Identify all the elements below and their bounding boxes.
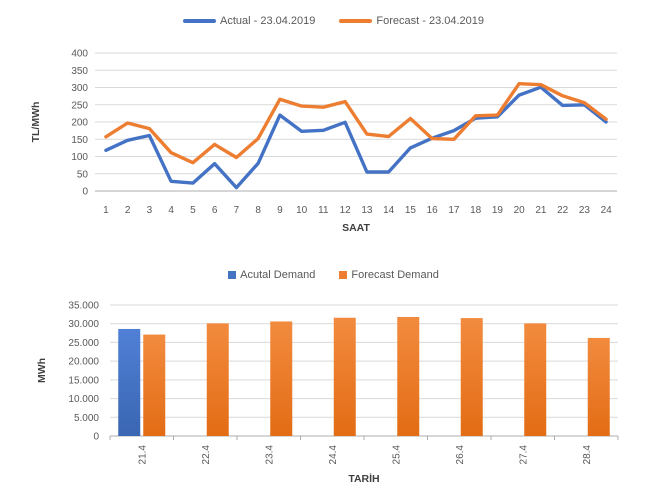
y-tick-label: 300 xyxy=(71,83,88,94)
x-tick-label: 2 xyxy=(125,205,131,216)
y-tick-label: 0 xyxy=(93,432,99,443)
y-tick-label: 0 xyxy=(82,187,88,198)
x-tick-label: 5 xyxy=(190,205,196,216)
demand-bar-chart: 0 5.000 10.000 15.000 20.000 25.000 30.000 35.0… xyxy=(0,248,667,495)
bar xyxy=(270,321,293,436)
y-tick-label: 15.000 xyxy=(68,375,99,386)
y-tick-label: 350 xyxy=(71,66,88,77)
y-axis-title: MWh xyxy=(36,358,48,383)
bar xyxy=(524,323,547,436)
y-tick-label: 30.000 xyxy=(68,319,99,330)
x-tick-label: 9 xyxy=(277,205,283,216)
gridlines xyxy=(95,52,617,192)
y-tick-label: 20.000 xyxy=(68,357,99,368)
y-tick-label: 10.000 xyxy=(68,394,99,405)
x-axis-tick-labels: 1 2 3 4 5 6 7 8 9 10 11 12 13 14 15 16 17 18 19 20 21 22 23 24 xyxy=(103,205,612,216)
bars-actual xyxy=(118,328,141,436)
bar xyxy=(587,337,610,436)
x-tick-label: 23 xyxy=(579,205,591,216)
x-axis-title: TARİH xyxy=(348,472,379,485)
x-tick-label: 23.4 xyxy=(264,445,275,465)
x-tick-label: 10 xyxy=(296,205,308,216)
x-tick-label: 4 xyxy=(168,205,174,216)
y-tick-label: 250 xyxy=(71,100,88,111)
bar xyxy=(397,316,420,436)
bar xyxy=(206,323,229,436)
x-tick-label: 6 xyxy=(212,205,218,216)
x-tick-label: 13 xyxy=(361,205,373,216)
y-axis-tick-labels: 0 5.000 10.000 15.000 20.000 25.000 30.000 35.0… xyxy=(68,301,99,443)
x-tick-label: 24.4 xyxy=(328,445,339,465)
y-tick-label: 35.000 xyxy=(68,301,99,312)
x-tick-label: 15 xyxy=(405,205,417,216)
bar xyxy=(333,317,356,436)
x-tick-label: 3 xyxy=(147,205,153,216)
x-tick-label: 12 xyxy=(340,205,352,216)
x-tick-label: 24 xyxy=(601,205,613,216)
y-tick-label: 25.000 xyxy=(68,338,99,349)
x-tick-label: 26.4 xyxy=(455,445,466,465)
x-tick-label: 21.4 xyxy=(137,445,148,465)
bar xyxy=(118,328,141,436)
series-line-actual xyxy=(104,85,608,190)
series-line-forecast xyxy=(104,81,608,165)
x-tick-label: 8 xyxy=(255,205,261,216)
x-tick-label: 14 xyxy=(383,205,395,216)
x-tick-label: 1 xyxy=(103,205,109,216)
x-tick-label: 11 xyxy=(318,205,329,216)
x-tick-label: 18 xyxy=(470,205,482,216)
y-tick-label: 5.000 xyxy=(74,413,99,424)
bar xyxy=(460,318,483,436)
x-tick-label: 22.4 xyxy=(201,445,212,465)
x-tick-label: 19 xyxy=(492,205,504,216)
x-tick-label: 7 xyxy=(234,205,240,216)
bars-forecast xyxy=(143,316,610,436)
x-tick-label: 21 xyxy=(535,205,547,216)
x-tick-label: 17 xyxy=(448,205,460,216)
y-tick-label: 150 xyxy=(71,135,88,146)
x-tick-label: 20 xyxy=(514,205,526,216)
x-axis-tick-labels: 21.4 22.4 23.4 24.4 25.4 26.4 27.4 28.4 xyxy=(137,445,593,465)
y-tick-label: 200 xyxy=(71,118,88,129)
y-tick-label: 400 xyxy=(71,49,88,60)
bar xyxy=(143,334,166,436)
x-tick-label: 16 xyxy=(427,205,439,216)
x-tick-label: 25.4 xyxy=(391,445,402,465)
y-tick-label: 50 xyxy=(77,169,89,180)
bar-chart-plot-area: 0 5.000 10.000 15.000 20.000 25.000 30.000 35.0… xyxy=(36,301,619,485)
x-tick-label: 22 xyxy=(557,205,569,216)
y-tick-label: 100 xyxy=(71,152,88,163)
price-line-chart: 0 50 100 150 200 250 300 350 400 1 2 3 4 5 6 7 8 9 10 11 12 1… xyxy=(30,15,617,234)
category-boundary-ticks xyxy=(109,436,619,440)
y-axis-title: TL/MWh xyxy=(30,102,42,143)
x-tick-label: 27.4 xyxy=(518,445,529,465)
y-axis-tick-labels: 0 50 100 150 200 250 300 350 400 xyxy=(71,49,88,198)
x-axis-title: SAAT xyxy=(342,222,370,234)
x-tick-label: 28.4 xyxy=(582,445,593,465)
